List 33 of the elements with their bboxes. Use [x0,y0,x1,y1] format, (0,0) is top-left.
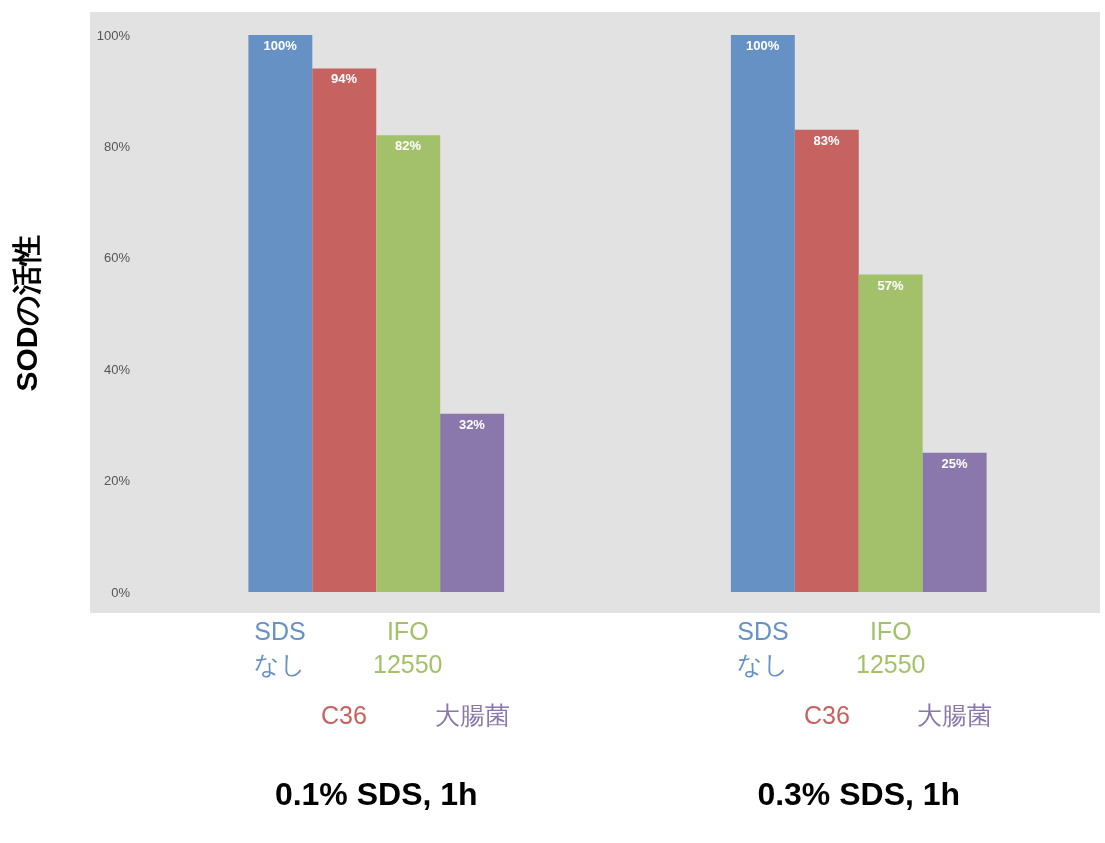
x-tick-label: 0.3% SDS, 1h [757,776,961,812]
data-label: 32% [458,416,486,432]
y-tick-label: 20% [103,473,131,489]
text: IFO 12550 [856,617,926,678]
text: C36 [321,701,367,729]
y-tick-label: 100% [96,27,131,43]
data-label: 100% [263,38,298,53]
y-tick-label: 80% [103,138,131,154]
text: 大腸菌 [917,701,992,729]
series-label: SDS なし [254,617,306,678]
bar [248,35,313,592]
data-label: 100% [746,38,780,53]
data-label: 83% [813,132,841,148]
bar [794,129,859,592]
y-tick-label: 0% [111,584,131,600]
y-tick-label: 60% [103,250,131,266]
data-label: 25% [941,455,968,471]
bar [922,452,987,592]
data-label: 94% [331,71,358,87]
text: 大腸菌 [435,701,510,729]
y-tick-label: 40% [103,361,131,377]
text: C36 [804,701,850,729]
bar [440,413,505,592]
x-tick-label: 0.1% SDS, 1h [274,776,478,812]
data-label: 57% [877,277,904,293]
bar [858,274,923,592]
series-label: IFO 12550 [373,617,443,678]
data-label: 82% [394,138,422,154]
bar [730,35,795,592]
y-axis-title: SODの活性 [9,235,43,392]
bar [312,68,377,592]
text: SDS なし [737,617,789,678]
bar [376,135,441,592]
